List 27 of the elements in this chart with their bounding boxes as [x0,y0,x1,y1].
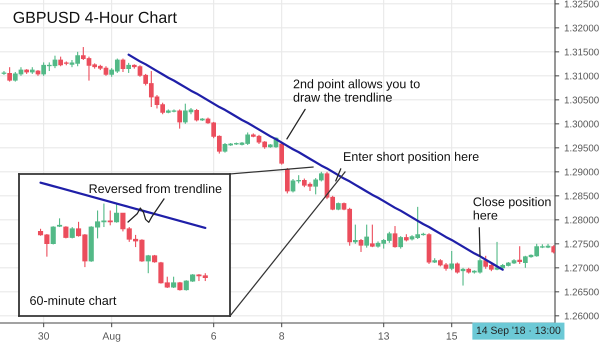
annotation: Close position here [473,197,551,220]
y-tick-label: 1.28000 [564,216,599,224]
y-tick-label: 1.31000 [564,72,599,80]
annotation: 60-minute chart [30,296,116,306]
y-tick-label: 1.27500 [564,240,599,248]
x-tick-label: 13 [378,332,390,340]
y-tick-label: 1.27000 [564,264,599,272]
y-tick-label: 1.30000 [564,120,599,128]
y-tick-label: 1.26500 [564,288,599,296]
annotation: Reversed from trendline [90,184,222,194]
annotation: 2nd point allows you to draw the trendline [294,79,420,102]
text: 14 Sep '18 · 13:00 [476,326,560,336]
y-tick-label: 1.32000 [564,24,599,32]
y-tick-label: 1.29500 [564,144,599,152]
y-tick-label: 1.31500 [564,48,599,56]
y-tick-label: 1.26000 [564,312,599,320]
annotation: Enter short position here [344,152,479,164]
x-tick-label: 8 [279,332,284,340]
text: GBPUSD 4-Hour Chart [14,11,177,24]
x-tick-label: 15 [446,332,458,340]
y-tick-label: 1.32500 [564,0,599,8]
x-tick-label: 30 [38,332,50,340]
y-tick-label: 1.29000 [564,168,599,176]
x-tick-label: 6 [211,332,216,340]
y-tick-label: 1.30500 [564,96,599,104]
y-tick-label: 1.28500 [564,192,599,200]
x-tick-label: Aug [102,332,120,342]
